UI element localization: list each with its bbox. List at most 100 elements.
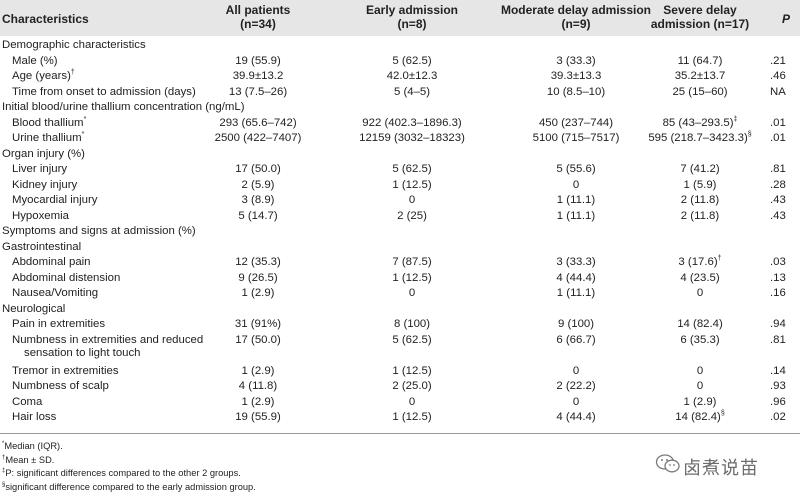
cell-p-value: .01 xyxy=(770,132,786,144)
cell-severe-delay: 85 (43–293.5)‡ xyxy=(662,115,738,129)
wechat-icon xyxy=(655,454,680,473)
cell-p-value: .43 xyxy=(770,194,786,206)
row-label: Abdominal pain xyxy=(12,256,91,268)
cell-severe-delay: 2 (11.8) xyxy=(680,194,720,206)
cell-moderate-delay: 3 (33.3) xyxy=(556,54,596,67)
cell-all-patients: 31 (91%) xyxy=(234,318,282,330)
cell-all-patients: 1 (2.9) xyxy=(241,395,275,408)
cell-p-value: .16 xyxy=(770,287,786,299)
cell-severe-delay: 3 (17.6)† xyxy=(678,255,722,268)
cell-p-value: .81 xyxy=(770,163,786,175)
cell-all-patients: 13 (7.5–26) xyxy=(228,85,288,98)
cell-severe-delay: 11 (64.7) xyxy=(677,54,723,67)
cell-moderate-delay: 1 (11.1) xyxy=(556,194,596,206)
table-row: Numbness of scalp 4 (11.8) 2 (25.0) 2 (22.2… xyxy=(0,378,800,394)
header-p-value: P xyxy=(782,12,791,26)
row-label: Kidney injury xyxy=(12,178,78,191)
cell-p-value: .28 xyxy=(770,178,786,191)
cell-moderate-delay: 1 (11.1) xyxy=(556,209,596,222)
footnote: §significant difference compared to the … xyxy=(2,481,256,492)
cell-moderate-delay: 5 (55.6) xyxy=(556,163,596,175)
watermark: 卤煮说苗 xyxy=(655,453,800,479)
cell-all-patients: 17 (50.0) xyxy=(235,333,281,346)
section-header-row: Initial blood/urine thallium concentrati… xyxy=(0,99,800,115)
cell-severe-delay: 4 (23.5) xyxy=(680,271,720,284)
cell-early-admission: 5 (62.5) xyxy=(392,163,432,175)
cell-early-admission: 1 (12.5) xyxy=(392,364,432,377)
cell-p-value: .21 xyxy=(770,54,786,67)
cell-severe-delay: 2 (11.8) xyxy=(680,209,720,222)
cell-all-patients: 1 (2.9) xyxy=(241,364,275,377)
cell-all-patients: 39.9±13.2 xyxy=(232,70,284,82)
row-label: Time from onset to admission (days) xyxy=(12,85,196,98)
cell-all-patients: 9 (26.5) xyxy=(238,271,278,284)
row-label: Liver injury xyxy=(12,163,68,175)
section-header-row: Gastrointestinal xyxy=(0,239,800,255)
section-label: Organ injury (%) xyxy=(2,147,85,160)
cell-p-value: .43 xyxy=(770,209,786,222)
cell-early-admission: 5 (4–5) xyxy=(393,85,431,98)
table-row: Blood thallium* 293 (65.6–742) 922 (402.3–… xyxy=(0,115,800,131)
cell-p-value: .94 xyxy=(770,318,786,330)
row-label: Blood thallium* xyxy=(12,115,87,129)
cell-moderate-delay: 5100 (715–7517) xyxy=(532,132,620,144)
cell-severe-delay: 0 xyxy=(696,364,704,377)
cell-severe-delay: 595 (218.7–3423.3)§ xyxy=(648,131,752,144)
table-bottom-rule xyxy=(0,433,800,434)
cell-all-patients: 2500 (422–7407) xyxy=(214,132,302,144)
header-early-admission: Early admission (n=8) xyxy=(365,3,459,31)
cell-p-value: .96 xyxy=(770,395,786,408)
cell-severe-delay: 1 (5.9) xyxy=(683,178,717,191)
table-row: Kidney injury 2 (5.9) 1 (12.5) 0 1 (5.9) .28 xyxy=(0,177,800,193)
cell-all-patients: 5 (14.7) xyxy=(238,209,278,222)
cell-p-value: .46 xyxy=(770,70,786,82)
cell-moderate-delay: 1 (11.1) xyxy=(556,287,596,299)
cell-severe-delay: 0 xyxy=(696,380,704,392)
cell-moderate-delay: 4 (44.4) xyxy=(556,411,596,423)
cell-early-admission: 922 (402.3–1896.3) xyxy=(362,116,462,129)
footnote: †Mean ± SD. xyxy=(2,454,55,465)
header-severe-delay: Severe delay admission (n=17) xyxy=(650,3,750,31)
header-characteristics: Characteristics xyxy=(2,12,89,26)
cell-early-admission: 7 (87.5) xyxy=(392,256,432,268)
row-label: Age (years)† xyxy=(12,69,75,82)
row-label: Numbness in extremities and reduced sensa… xyxy=(12,333,204,359)
section-header-row: Neurological xyxy=(0,301,800,317)
cell-moderate-delay: 0 xyxy=(572,395,580,408)
cell-early-admission: 12159 (3032–18323) xyxy=(359,132,465,144)
cell-all-patients: 2 (5.9) xyxy=(241,178,275,191)
cell-severe-delay: 35.2±13.7 xyxy=(674,70,726,82)
cell-severe-delay: 6 (35.3) xyxy=(680,333,720,346)
table-row: Urine thallium* 2500 (422–7407) 12159 (303… xyxy=(0,130,800,146)
row-label: Coma xyxy=(12,395,43,408)
cell-moderate-delay: 9 (100) xyxy=(557,318,595,330)
cell-p-value: .93 xyxy=(770,380,786,392)
row-label: Urine thallium* xyxy=(12,131,85,144)
row-label: Hair loss xyxy=(12,411,57,423)
row-label: Tremor in extremities xyxy=(12,364,119,377)
cell-severe-delay: 1 (2.9) xyxy=(683,395,717,408)
cell-moderate-delay: 3 (33.3) xyxy=(556,256,596,268)
cell-all-patients: 19 (55.9) xyxy=(235,411,281,423)
table-header: Characteristics All patients (n=34) Early… xyxy=(0,0,800,36)
cell-all-patients: 19 (55.9) xyxy=(235,54,281,67)
cell-moderate-delay: 0 xyxy=(572,178,580,191)
cell-early-admission: 2 (25) xyxy=(397,209,427,222)
section-label: Symptoms and signs at admission (%) xyxy=(2,225,196,237)
cell-p-value: NA xyxy=(770,85,786,98)
section-label: Demographic characteristics xyxy=(2,39,146,51)
cell-severe-delay: 14 (82.4) xyxy=(677,318,723,330)
row-label: Nausea/Vomiting xyxy=(12,287,99,299)
row-label: Numbness of scalp xyxy=(12,380,109,392)
cell-p-value: .03 xyxy=(770,256,786,268)
section-header-row: Organ injury (%) xyxy=(0,146,800,162)
cell-p-value: .02 xyxy=(770,411,786,423)
table-row: Myocardial injury 3 (8.9) 0 1 (11.1) 2 (11.8… xyxy=(0,192,800,208)
cell-all-patients: 3 (8.9) xyxy=(241,194,275,206)
cell-early-admission: 5 (62.5) xyxy=(392,54,432,67)
cell-severe-delay: 14 (82.4)§ xyxy=(675,410,725,423)
cell-severe-delay: 7 (41.2) xyxy=(680,163,720,175)
footnote: *Median (IQR). xyxy=(2,440,63,451)
watermark-text: 卤煮说苗 xyxy=(683,458,759,479)
row-label: Pain in extremities xyxy=(12,318,106,330)
